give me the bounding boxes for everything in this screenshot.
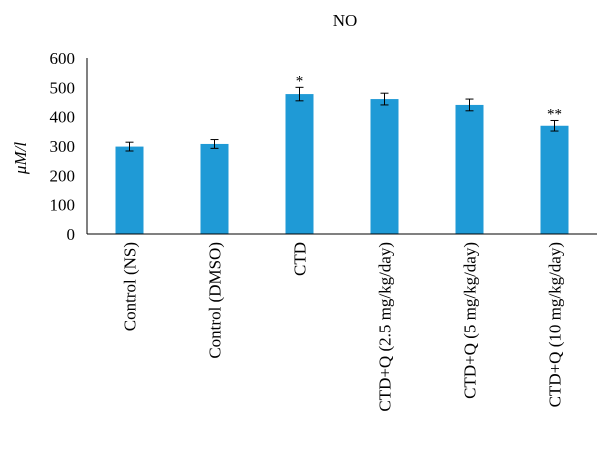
y-tick-label: 600 — [50, 49, 76, 68]
bar — [455, 104, 484, 234]
y-tick-label: 400 — [50, 108, 76, 127]
y-tick-label: 0 — [67, 225, 76, 244]
x-tick-label: CTD+Q (5 mg/kg/day) — [461, 242, 480, 399]
bar — [200, 143, 229, 234]
x-tick-label: Control (DMSO) — [206, 242, 225, 359]
error-bar — [380, 92, 389, 106]
significance-marker: * — [296, 73, 304, 89]
error-bar — [125, 141, 134, 152]
x-tick-label: Control (NS) — [121, 242, 140, 331]
bar — [540, 125, 569, 234]
bar — [370, 99, 399, 234]
y-axis-ticks: 0 100 200 300 400 500 600 — [50, 49, 76, 244]
x-tick-label: CTD+Q (2.5 mg/kg/day) — [376, 242, 395, 412]
error-bars — [125, 86, 559, 152]
x-axis-labels: Control (NS) Control (DMSO) CTD CTD+Q (2.5 … — [121, 242, 565, 412]
chart-title: NO — [333, 11, 358, 30]
y-tick-label: 100 — [50, 196, 76, 215]
x-tick-label: CTD+Q (10 mg/kg/day) — [546, 242, 565, 407]
error-bar — [550, 119, 559, 132]
significance-markers: *** — [296, 73, 562, 122]
bar — [115, 146, 144, 234]
y-axis-label: μM/l — [11, 142, 30, 175]
bar — [285, 94, 314, 234]
bars — [115, 94, 569, 234]
y-tick-label: 300 — [50, 137, 76, 156]
x-tick-label: CTD — [291, 242, 310, 276]
significance-marker: ** — [547, 106, 562, 122]
error-bar — [295, 86, 304, 102]
error-bar — [210, 139, 219, 149]
error-bar — [465, 98, 474, 112]
y-tick-label: 500 — [50, 78, 76, 97]
y-tick-label: 200 — [50, 166, 76, 185]
